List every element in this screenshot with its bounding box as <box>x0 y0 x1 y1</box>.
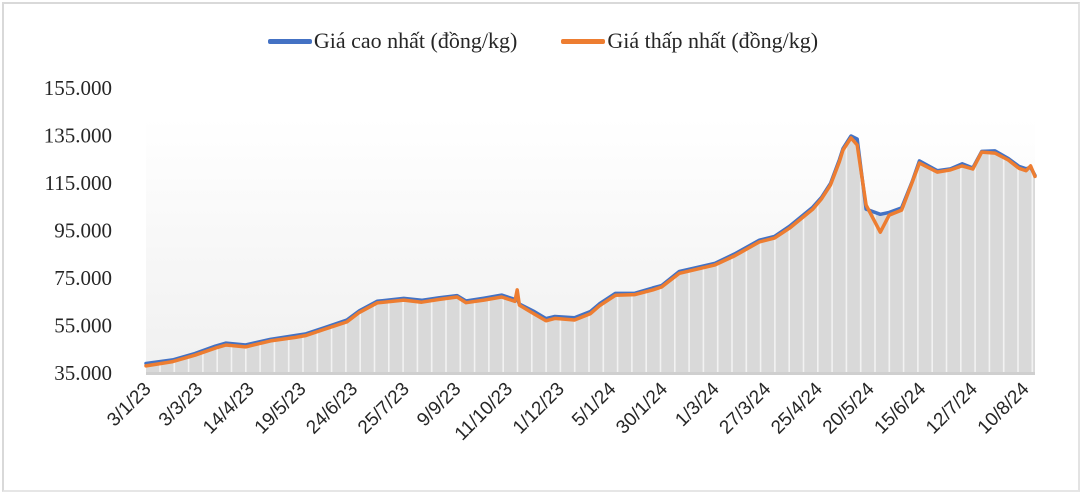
series-line-low <box>144 136 1037 368</box>
y-tick-label: 35.000 <box>54 361 112 385</box>
x-tick-label: 15/6/24 <box>871 378 931 438</box>
legend-label-low: Giá thấp nhất (đồng/kg) <box>607 28 819 53</box>
legend-item-high-price: Giá cao nhất (đồng/kg) <box>267 28 518 54</box>
y-tick-label: 135.000 <box>44 124 112 148</box>
chart-legend: Giá cao nhất (đồng/kg) Giá thấp nhất (đồ… <box>0 26 1086 56</box>
x-tick-label: 12/7/24 <box>922 378 982 438</box>
x-tick-label: 27/3/24 <box>716 378 776 438</box>
x-tick-label: 1/12/23 <box>509 379 569 439</box>
legend-swatch-high-icon <box>267 38 312 44</box>
legend-item-low-price: Giá thấp nhất (đồng/kg) <box>561 28 818 54</box>
y-tick-label: 75.000 <box>54 266 112 290</box>
y-tick-label: 95.000 <box>54 219 112 243</box>
y-tick-label: 155.000 <box>44 76 112 100</box>
x-axis: 3/1/23 3/3/2314/4/2319/5/2324/6/2325/7/23… <box>103 378 1034 444</box>
x-tick-label: 19/5/23 <box>251 379 311 439</box>
y-axis: 155.000 135.000 115.000 95.000 75.000 55.000 3… <box>44 76 112 385</box>
legend-label-high: Giá cao nhất (đồng/kg) <box>313 28 518 53</box>
legend-swatch-low-icon <box>561 38 606 44</box>
x-tick-label: 25/7/23 <box>354 379 414 439</box>
x-tick-label: 30/1/24 <box>612 378 672 438</box>
x-tick-label: 25/4/24 <box>767 378 827 438</box>
y-tick-label: 55.000 <box>54 314 112 338</box>
series-lines <box>144 134 1037 368</box>
x-tick-label: 24/6/23 <box>302 379 362 439</box>
x-tick-label: 11/10/23 <box>451 379 517 445</box>
y-tick-label: 115.000 <box>45 171 112 195</box>
x-tick-label: 10/8/24 <box>974 378 1034 438</box>
x-tick-label: 20/5/24 <box>819 378 879 438</box>
x-tick-label: 3/1/23 <box>103 379 155 431</box>
x-tick-label: 14/4/23 <box>199 379 259 439</box>
